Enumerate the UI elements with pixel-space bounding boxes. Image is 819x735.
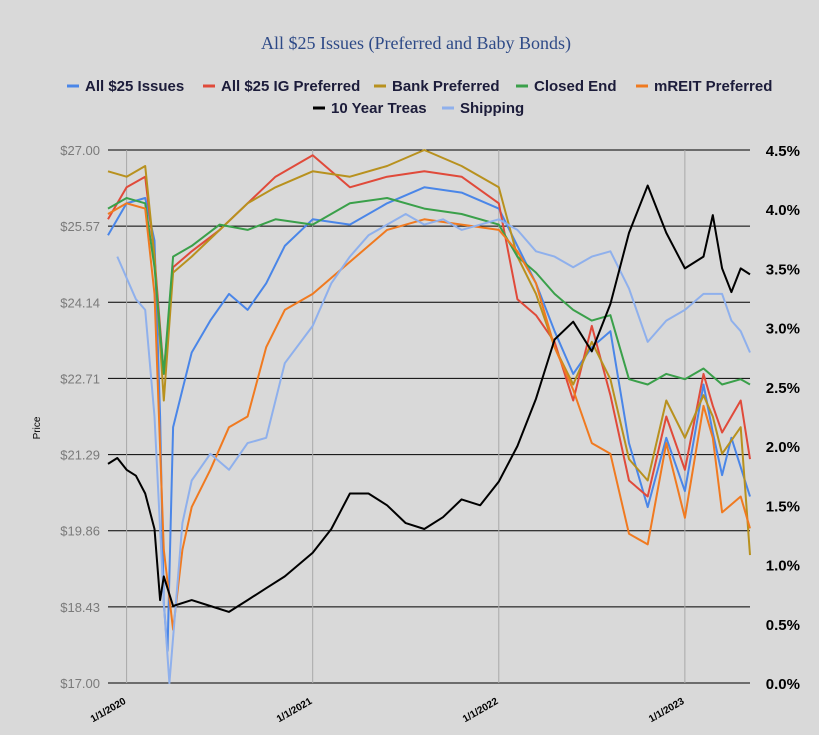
y-tick-left: $18.43 bbox=[60, 600, 100, 615]
series-lines bbox=[107, 149, 751, 684]
y-tick-right: 0.5% bbox=[766, 617, 800, 634]
y-tick-right: 0.0% bbox=[766, 676, 800, 693]
y-axis-label: Price bbox=[32, 416, 43, 439]
y-tick-right: 3.0% bbox=[766, 321, 800, 338]
y-tick-left: $25.57 bbox=[60, 219, 100, 234]
x-tick: 1/1/2021 bbox=[275, 696, 315, 725]
y-tick-right: 2.0% bbox=[766, 439, 800, 456]
series-line bbox=[116, 213, 751, 684]
legend-label: Closed End bbox=[534, 78, 617, 95]
y-tick-right: 4.0% bbox=[766, 202, 800, 219]
x-axis: 1/1/2020 1/1/2021 1/1/2022 1/1/2023 bbox=[89, 696, 687, 725]
series-line bbox=[107, 202, 751, 631]
y-tick-left: $17.00 bbox=[60, 676, 100, 691]
y-tick-right: 1.5% bbox=[766, 498, 800, 515]
legend-label: Bank Preferred bbox=[392, 78, 500, 95]
y-tick-right: 4.5% bbox=[766, 143, 800, 160]
series-line bbox=[107, 184, 751, 613]
y-tick-left: $27.00 bbox=[60, 143, 100, 158]
grid bbox=[108, 149, 750, 684]
series-line bbox=[107, 197, 751, 386]
y-tick-right: 2.5% bbox=[766, 380, 800, 397]
y-tick-left: $22.71 bbox=[60, 371, 100, 386]
legend-label: Shipping bbox=[460, 100, 524, 117]
legend-label: All $25 Issues bbox=[85, 78, 184, 95]
x-tick: 1/1/2020 bbox=[89, 696, 129, 725]
y-axis-left: $17.00 $18.43 $19.86 $21.29 $22.71 $24.14 $25.… bbox=[60, 143, 100, 691]
legend-label: All $25 IG Preferred bbox=[221, 78, 360, 95]
legend: All $25 Issues All $25 IG Preferred Bank P… bbox=[67, 78, 772, 117]
chart-title: All $25 Issues (Preferred and Baby Bonds… bbox=[261, 33, 571, 54]
y-tick-right: 3.5% bbox=[766, 261, 800, 278]
series-line bbox=[107, 149, 751, 556]
legend-label: 10 Year Treas bbox=[331, 100, 427, 117]
x-tick: 1/1/2023 bbox=[647, 696, 687, 725]
y-tick-right: 1.0% bbox=[766, 558, 800, 575]
series-line bbox=[107, 186, 751, 652]
legend-label: mREIT Preferred bbox=[654, 78, 772, 95]
y-tick-left: $21.29 bbox=[60, 448, 100, 463]
y-tick-left: $19.86 bbox=[60, 524, 100, 539]
y-axis-right: 0.0% 0.5% 1.0% 1.5% 2.0% 2.5% 3.0% 3.5% 4.0% 4.5% bbox=[766, 143, 800, 693]
series-line bbox=[107, 154, 751, 498]
y-tick-left: $24.14 bbox=[60, 295, 100, 310]
x-tick: 1/1/2022 bbox=[461, 696, 501, 725]
